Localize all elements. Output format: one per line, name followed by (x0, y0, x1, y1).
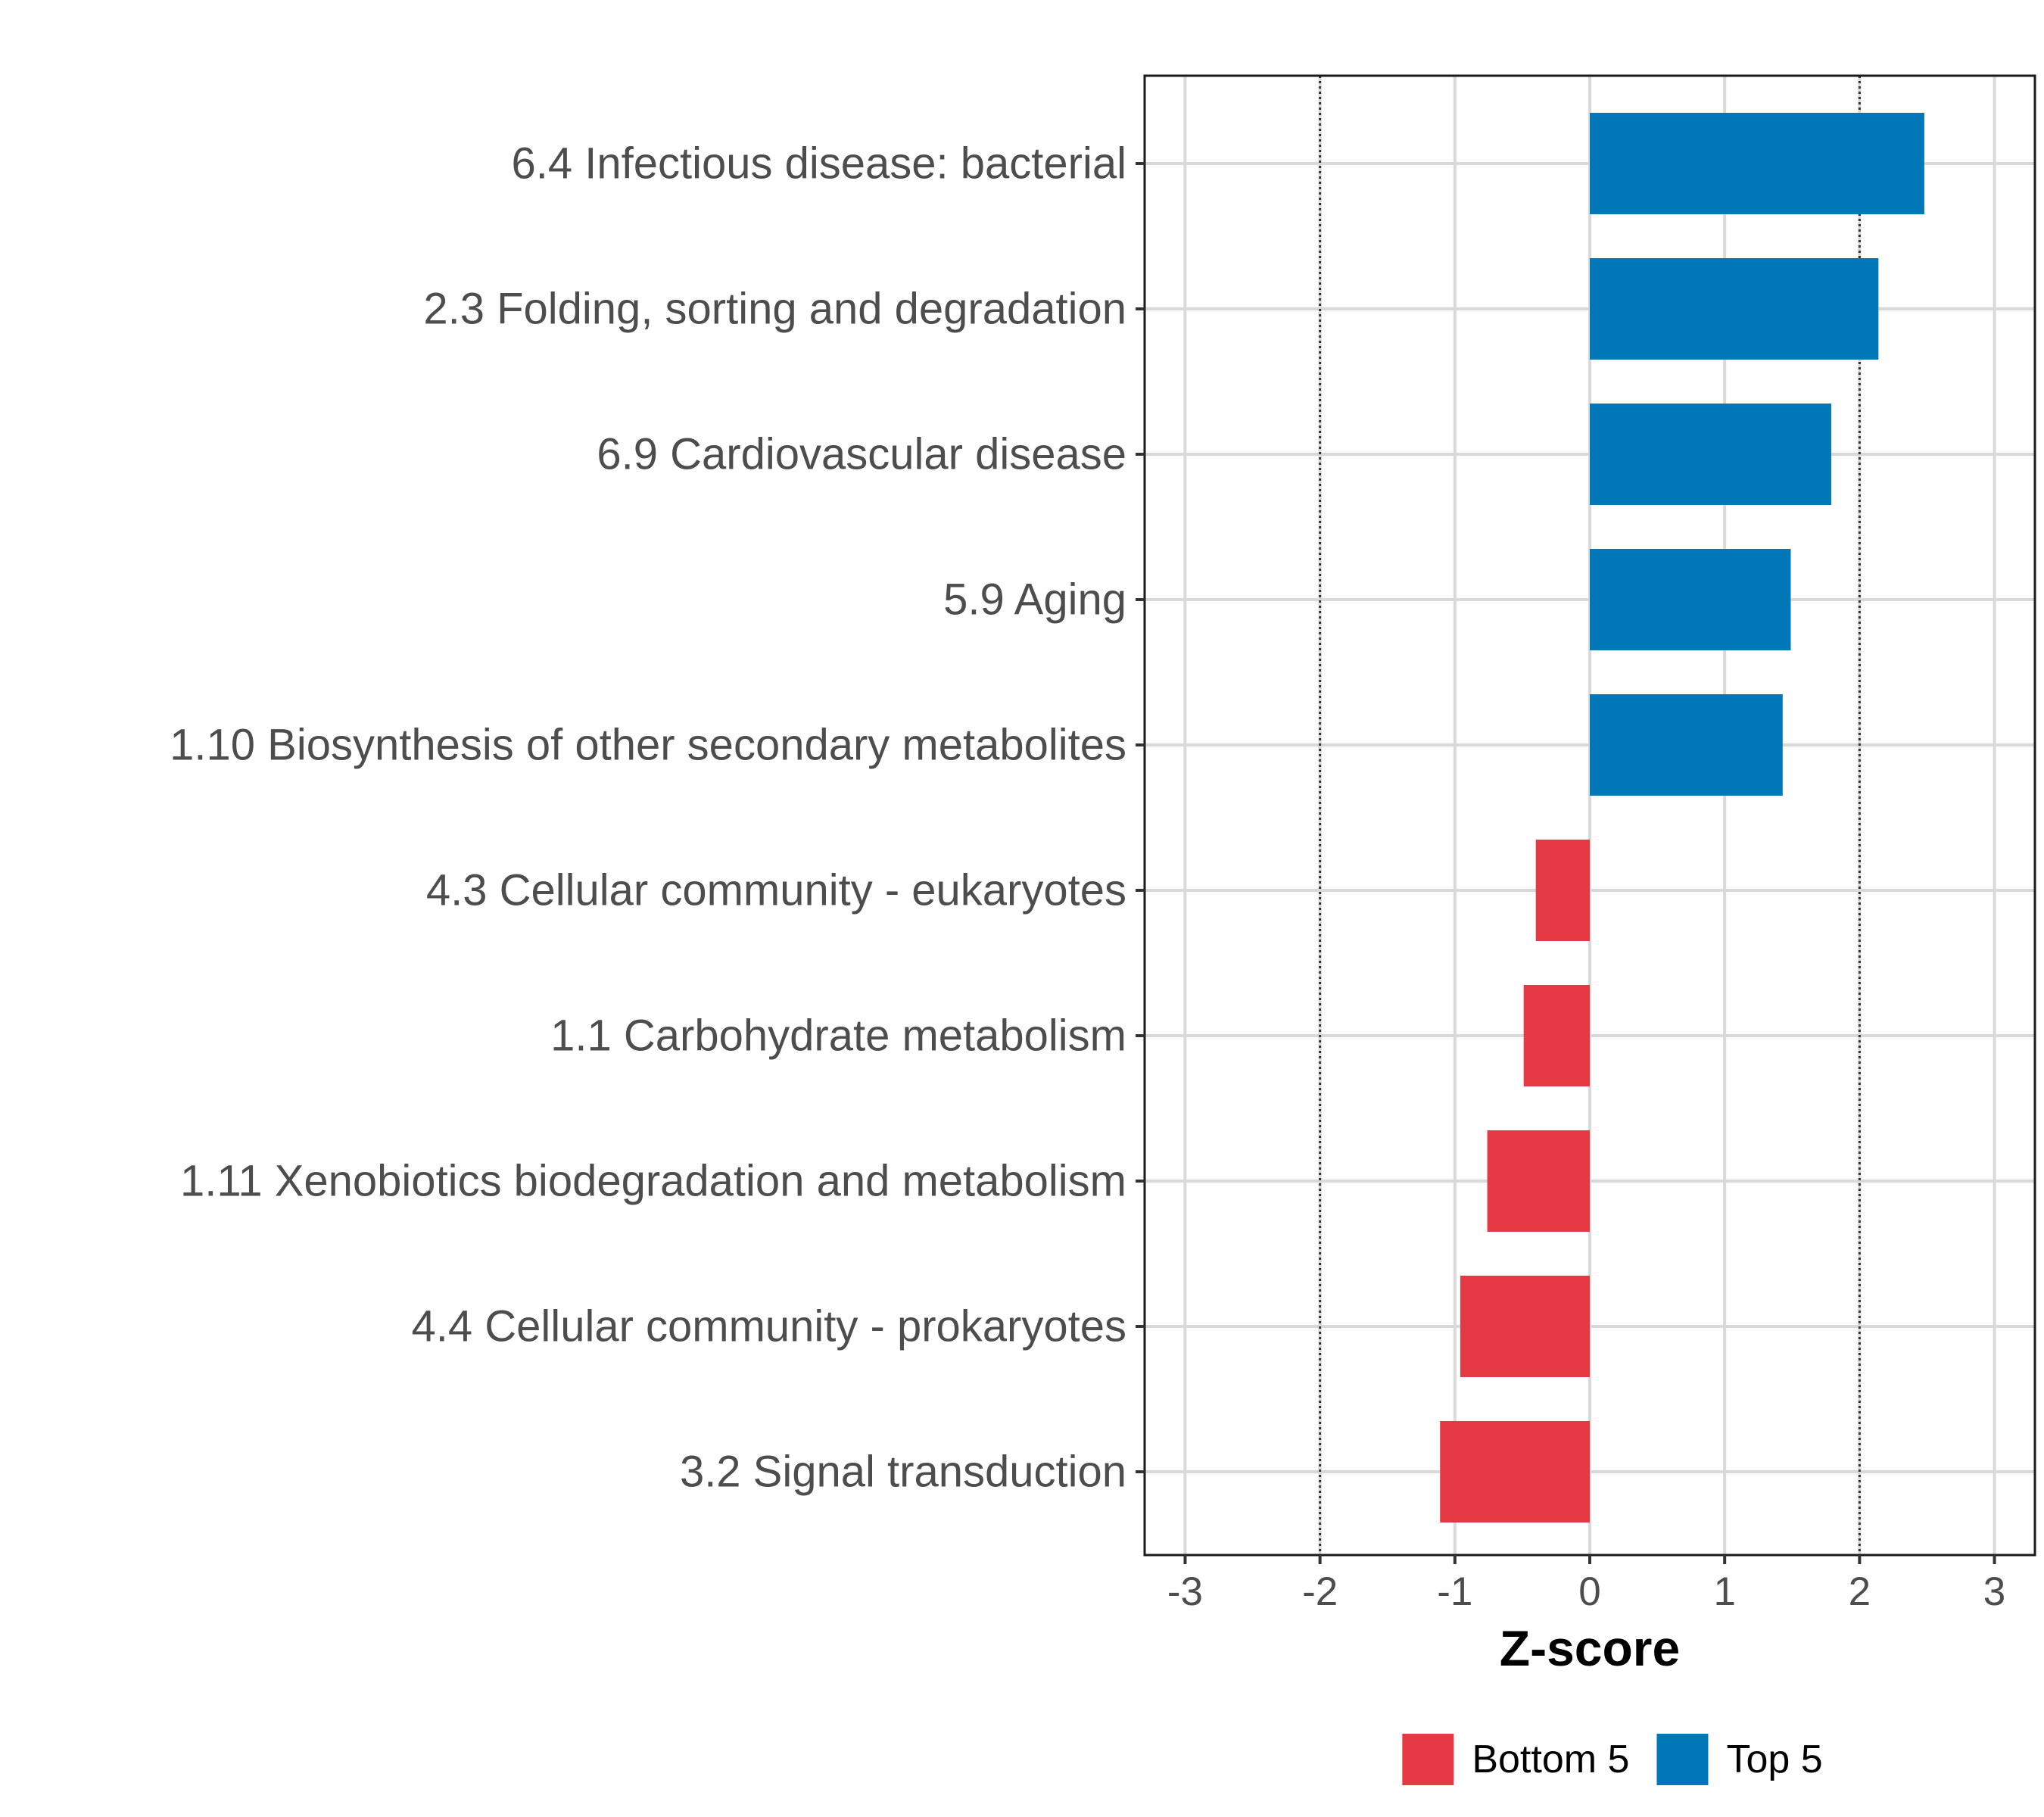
x-tick-label: -2 (1302, 1569, 1338, 1614)
category-label: 4.3 Cellular community - eukaryotes (426, 866, 1126, 915)
bar-5-9-aging (1590, 549, 1791, 650)
legend: Bottom 5 Top 5 (1402, 1734, 1823, 1785)
x-tick-label: -3 (1167, 1569, 1203, 1614)
x-tick-label: 2 (1849, 1569, 1871, 1614)
x-tick-label: 3 (1983, 1569, 2005, 1614)
category-label: 1.1 Carbohydrate metabolism (550, 1011, 1126, 1061)
category-label: 6.9 Cardiovascular disease (597, 430, 1126, 479)
category-label: 1.10 Biosynthesis of other secondary met… (170, 721, 1126, 770)
category-label: 1.11 Xenobiotics biodegradation and meta… (180, 1157, 1126, 1206)
bar-2-3-folding-sorting-and-degradation (1590, 258, 1879, 360)
bar-6-4-infectious-disease-bacterial (1590, 113, 1924, 214)
category-label: 6.4 Infectious disease: bacterial (512, 139, 1126, 189)
x-tick-label: 0 (1578, 1569, 1600, 1614)
x-axis-labels: -3 -2 -1 0 1 2 3 (1167, 1569, 2005, 1614)
x-tick-label: -1 (1437, 1569, 1472, 1614)
bar-1-11-xenobiotics-biodegradation-and-metabolism (1487, 1130, 1590, 1232)
category-label: 4.4 Cellular community - prokaryotes (412, 1302, 1126, 1351)
legend-label-bottom-5: Bottom 5 (1472, 1738, 1629, 1781)
bar-1-1-carbohydrate-metabolism (1523, 985, 1590, 1086)
x-axis-ticks (1183, 1555, 1996, 1564)
legend-swatch-bottom-5 (1402, 1734, 1454, 1785)
category-label: 5.9 Aging (943, 575, 1126, 625)
bar-1-10-biosynthesis-of-other-secondary-metabolites (1590, 694, 1783, 796)
bar-3-2-signal-transduction (1440, 1421, 1590, 1522)
category-label: 2.3 Folding, sorting and degradation (423, 285, 1126, 334)
category-label: 3.2 Signal transduction (680, 1448, 1126, 1497)
y-axis-labels: 6.4 Infectious disease: bacterial 2.3 Fol… (170, 139, 1126, 1497)
bars (1440, 113, 1924, 1522)
x-axis-title: Z-score (1500, 1620, 1680, 1676)
bar-4-3-cellular-community-eukaryotes (1535, 840, 1590, 941)
y-axis-ticks (1136, 162, 1145, 1473)
legend-swatch-top-5 (1656, 1734, 1709, 1785)
legend-label-top-5: Top 5 (1726, 1738, 1822, 1781)
x-tick-label: 1 (1713, 1569, 1735, 1614)
bar-6-9-cardiovascular-disease (1590, 404, 1831, 505)
bar-4-4-cellular-community-prokaryotes (1460, 1276, 1590, 1377)
